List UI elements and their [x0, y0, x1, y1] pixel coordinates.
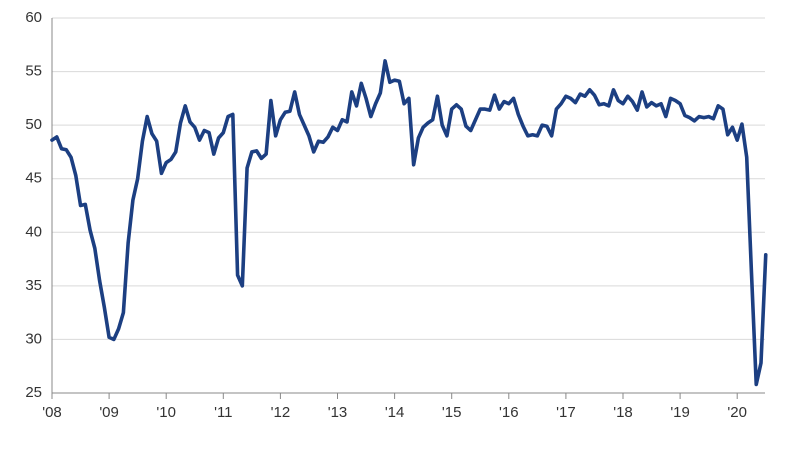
x-tick-label: '08 [42, 404, 62, 421]
x-tick-label: '09 [99, 404, 119, 421]
x-tick-label: '11 [214, 404, 232, 421]
x-tick-label: '19 [670, 404, 690, 421]
x-tick-label: '13 [328, 404, 348, 421]
x-tick-label: '14 [385, 404, 405, 421]
y-tick-label: 55 [25, 63, 42, 80]
y-tick-label: 40 [25, 223, 42, 240]
y-tick-label: 25 [25, 384, 42, 401]
y-tick-label: 60 [25, 9, 42, 26]
x-tick-label: '12 [271, 404, 291, 421]
x-tick-label: '15 [442, 404, 462, 421]
y-tick-label: 30 [25, 330, 42, 347]
x-tick-label: '17 [556, 404, 576, 421]
y-tick-label: 35 [25, 277, 42, 294]
x-tick-label: '18 [613, 404, 633, 421]
data-line [50, 59, 768, 387]
x-tick-label: '10 [156, 404, 176, 421]
x-tick-label: '16 [499, 404, 519, 421]
y-tick-label: 50 [25, 116, 42, 133]
y-tick-label: 45 [25, 170, 42, 187]
x-tick-label: '20 [727, 404, 747, 421]
